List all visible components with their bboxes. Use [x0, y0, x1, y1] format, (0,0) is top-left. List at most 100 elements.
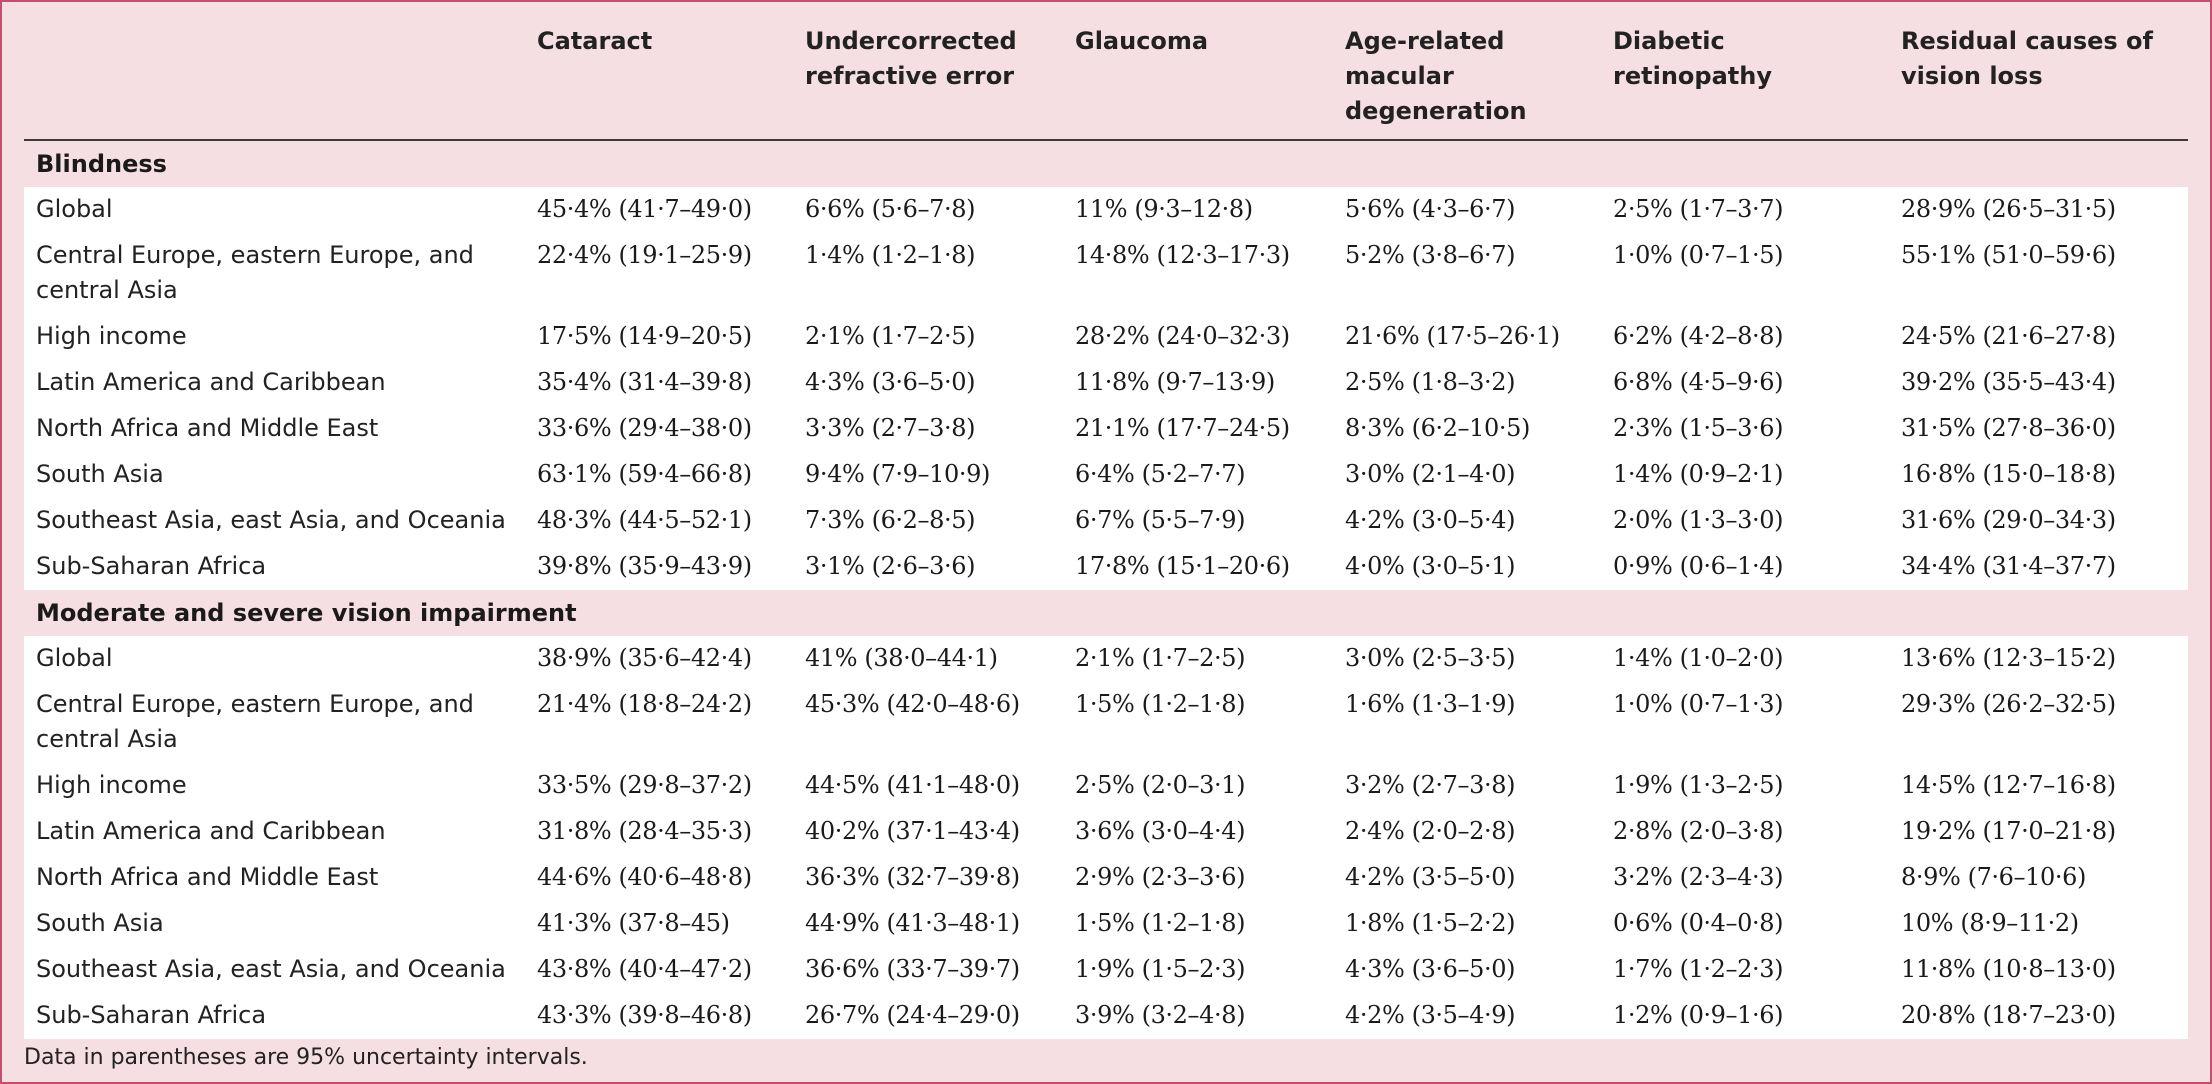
table-row: Sub-Saharan Africa 39·8% (35·9–43·9) 3·1% … — [24, 544, 2188, 590]
header-diabetic-retinopathy: Diabetic retinopathy — [1603, 2, 1891, 141]
region-label: South Asia — [24, 901, 527, 947]
table-cell: 17·5% (14·9–20·5) — [527, 314, 795, 360]
region-label: South Asia — [24, 452, 527, 498]
table-cell: 16·8% (15·0–18·8) — [1891, 452, 2188, 498]
table-cell: 28·2% (24·0–32·3) — [1065, 314, 1335, 360]
table-cell: 20·8% (18·7–23·0) — [1891, 993, 2188, 1039]
table-cell: 2·5% (1·7–3·7) — [1603, 187, 1891, 233]
table-row: Latin America and Caribbean 35·4% (31·4–3… — [24, 360, 2188, 406]
table-cell: 39·8% (35·9–43·9) — [527, 544, 795, 590]
table-cell: 1·5% (1·2–1·8) — [1065, 901, 1335, 947]
region-label: Global — [24, 636, 527, 682]
table-cell: 1·5% (1·2–1·8) — [1065, 682, 1335, 763]
table-cell: 6·7% (5·5–7·9) — [1065, 498, 1335, 544]
vision-loss-causes-table: Cataract Undercorrected refractive error… — [24, 2, 2188, 1039]
table-cell: 4·0% (3·0–5·1) — [1335, 544, 1603, 590]
section-title: Moderate and severe vision impairment — [24, 590, 2188, 636]
table-cell: 3·2% (2·3–4·3) — [1603, 855, 1891, 901]
table-cell: 26·7% (24·4–29·0) — [795, 993, 1065, 1039]
header-residual-causes: Residual causes of vision loss — [1891, 2, 2188, 141]
table-cell: 10% (8·9–11·2) — [1891, 901, 2188, 947]
header-refractive-error: Undercorrected refractive error — [795, 2, 1065, 141]
header-cataract: Cataract — [527, 2, 795, 141]
table-cell: 2·9% (2·3–3·6) — [1065, 855, 1335, 901]
table-cell: 3·1% (2·6–3·6) — [795, 544, 1065, 590]
table-cell: 21·6% (17·5–26·1) — [1335, 314, 1603, 360]
table-cell: 2·4% (2·0–2·8) — [1335, 809, 1603, 855]
table-cell: 7·3% (6·2–8·5) — [795, 498, 1065, 544]
table-cell: 3·6% (3·0–4·4) — [1065, 809, 1335, 855]
region-label: Latin America and Caribbean — [24, 360, 527, 406]
table-cell: 19·2% (17·0–21·8) — [1891, 809, 2188, 855]
table-row: Southeast Asia, east Asia, and Oceania 43… — [24, 947, 2188, 993]
table-cell: 9·4% (7·9–10·9) — [795, 452, 1065, 498]
table-cell: 1·4% (0·9–2·1) — [1603, 452, 1891, 498]
table-cell: 45·4% (41·7–49·0) — [527, 187, 795, 233]
table-cell: 8·9% (7·6–10·6) — [1891, 855, 2188, 901]
table-cell: 2·3% (1·5–3·6) — [1603, 406, 1891, 452]
table-cell: 44·6% (40·6–48·8) — [527, 855, 795, 901]
table-cell: 21·1% (17·7–24·5) — [1065, 406, 1335, 452]
table-row: High income 17·5% (14·9–20·5) 2·1% (1·7–2·… — [24, 314, 2188, 360]
table-cell: 63·1% (59·4–66·8) — [527, 452, 795, 498]
region-label: Southeast Asia, east Asia, and Oceania — [24, 947, 527, 993]
table-cell: 45·3% (42·0–48·6) — [795, 682, 1065, 763]
table-cell: 1·4% (1·2–1·8) — [795, 233, 1065, 314]
table-body: Blindness Global 45·4% (41·7–49·0) 6·6% (5·… — [24, 140, 2188, 1039]
table-cell: 1·8% (1·5–2·2) — [1335, 901, 1603, 947]
region-label: High income — [24, 763, 527, 809]
table-cell: 21·4% (18·8–24·2) — [527, 682, 795, 763]
table-cell: 2·5% (2·0–3·1) — [1065, 763, 1335, 809]
table-cell: 1·6% (1·3–1·9) — [1335, 682, 1603, 763]
table-cell: 41% (38·0–44·1) — [795, 636, 1065, 682]
table-row: North Africa and Middle East 33·6% (29·4–… — [24, 406, 2188, 452]
table-row: Sub-Saharan Africa 43·3% (39·8–46·8) 26·7%… — [24, 993, 2188, 1039]
table-cell: 6·8% (4·5–9·6) — [1603, 360, 1891, 406]
table-cell: 33·6% (29·4–38·0) — [527, 406, 795, 452]
table-cell: 3·0% (2·5–3·5) — [1335, 636, 1603, 682]
table-cell: 36·6% (33·7–39·7) — [795, 947, 1065, 993]
section-title: Blindness — [24, 140, 2188, 187]
table-cell: 2·0% (1·3–3·0) — [1603, 498, 1891, 544]
table-cell: 36·3% (32·7–39·8) — [795, 855, 1065, 901]
table-cell: 38·9% (35·6–42·4) — [527, 636, 795, 682]
table-row: High income 33·5% (29·8–37·2) 44·5% (41·1–… — [24, 763, 2188, 809]
table-cell: 6·4% (5·2–7·7) — [1065, 452, 1335, 498]
table-cell: 24·5% (21·6–27·8) — [1891, 314, 2188, 360]
table-cell: 34·4% (31·4–37·7) — [1891, 544, 2188, 590]
table-cell: 6·2% (4·2–8·8) — [1603, 314, 1891, 360]
data-table-container: Cataract Undercorrected refractive error… — [24, 2, 2188, 1039]
region-label: Central Europe, eastern Europe, and cent… — [24, 682, 527, 763]
table-cell: 3·9% (3·2–4·8) — [1065, 993, 1335, 1039]
table-cell: 11·8% (9·7–13·9) — [1065, 360, 1335, 406]
table-cell: 14·8% (12·3–17·3) — [1065, 233, 1335, 314]
table-cell: 31·8% (28·4–35·3) — [527, 809, 795, 855]
table-cell: 2·1% (1·7–2·5) — [1065, 636, 1335, 682]
table-cell: 1·9% (1·3–2·5) — [1603, 763, 1891, 809]
table-cell: 5·2% (3·8–6·7) — [1335, 233, 1603, 314]
table-cell: 17·8% (15·1–20·6) — [1065, 544, 1335, 590]
table-cell: 3·0% (2·1–4·0) — [1335, 452, 1603, 498]
table-row: Central Europe, eastern Europe, and cent… — [24, 682, 2188, 763]
table-cell: 4·2% (3·5–4·9) — [1335, 993, 1603, 1039]
region-label: North Africa and Middle East — [24, 406, 527, 452]
table-cell: 4·3% (3·6–5·0) — [1335, 947, 1603, 993]
region-label: Latin America and Caribbean — [24, 809, 527, 855]
table-cell: 39·2% (35·5–43·4) — [1891, 360, 2188, 406]
header-amd: Age-related macular degeneration — [1335, 2, 1603, 141]
table-row: Latin America and Caribbean 31·8% (28·4–3… — [24, 809, 2188, 855]
table-cell: 2·5% (1·8–3·2) — [1335, 360, 1603, 406]
table-cell: 2·1% (1·7–2·5) — [795, 314, 1065, 360]
table-cell: 4·2% (3·0–5·4) — [1335, 498, 1603, 544]
header-row: Cataract Undercorrected refractive error… — [24, 2, 2188, 141]
table-row: Southeast Asia, east Asia, and Oceania 48… — [24, 498, 2188, 544]
table-row: Global 45·4% (41·7–49·0) 6·6% (5·6–7·8) 11%… — [24, 187, 2188, 233]
table-cell: 2·8% (2·0–3·8) — [1603, 809, 1891, 855]
table-cell: 3·3% (2·7–3·8) — [795, 406, 1065, 452]
table-footnote: Data in parentheses are 95% uncertainty … — [24, 1045, 588, 1070]
table-cell: 40·2% (37·1–43·4) — [795, 809, 1065, 855]
table-cell: 5·6% (4·3–6·7) — [1335, 187, 1603, 233]
table-cell: 35·4% (31·4–39·8) — [527, 360, 795, 406]
table-cell: 33·5% (29·8–37·2) — [527, 763, 795, 809]
region-label: Sub-Saharan Africa — [24, 544, 527, 590]
